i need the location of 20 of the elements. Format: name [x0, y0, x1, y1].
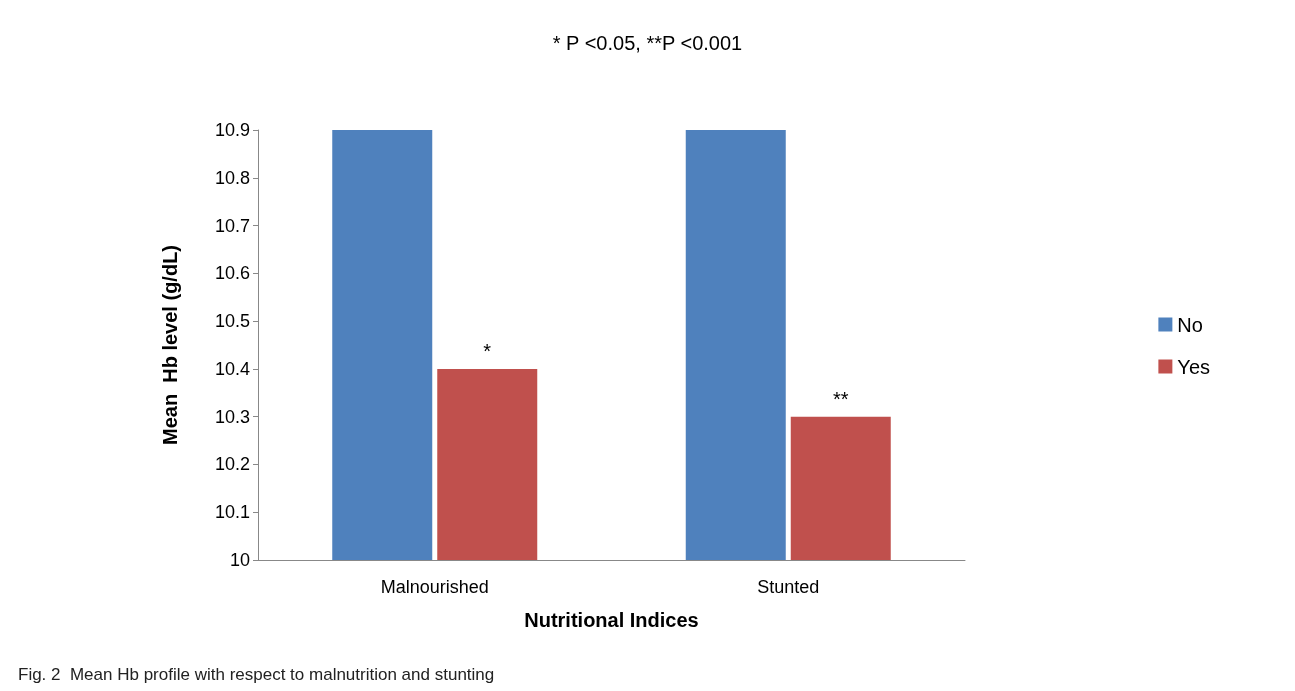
caption: Fig. 2 Mean Hb profile with respect to malnutrition and stunting: [18, 665, 495, 684]
y-tick-label: 10.2: [214, 454, 250, 475]
y-tick-label: 10: [229, 550, 250, 570]
legend-label: No: [1177, 313, 1203, 336]
annotation: **: [832, 387, 849, 410]
x-tick-label: Malnourished: [380, 577, 489, 597]
y-tick-label: 10.4: [214, 358, 250, 379]
chart-title: * P <0.05, **P <0.001: [552, 32, 743, 54]
legend-label: Yes: [1177, 355, 1211, 378]
y-tick-label: 10.8: [214, 167, 250, 188]
y-tick-label: 10.3: [214, 406, 250, 427]
annotation: *: [483, 339, 492, 362]
y-tick-label: 10.7: [214, 215, 250, 236]
y-tick-label: 10.5: [214, 311, 250, 332]
y-axis-title: Mean Hb level (g/dL): [159, 244, 181, 446]
x-tick-label: Stunted: [757, 577, 820, 597]
y-tick-label: 10.6: [214, 263, 250, 284]
y-tick-label: 10.9: [214, 120, 250, 140]
y-tick-label: 10.1: [214, 502, 250, 523]
x-axis-title: Nutritional Indices: [524, 609, 699, 631]
